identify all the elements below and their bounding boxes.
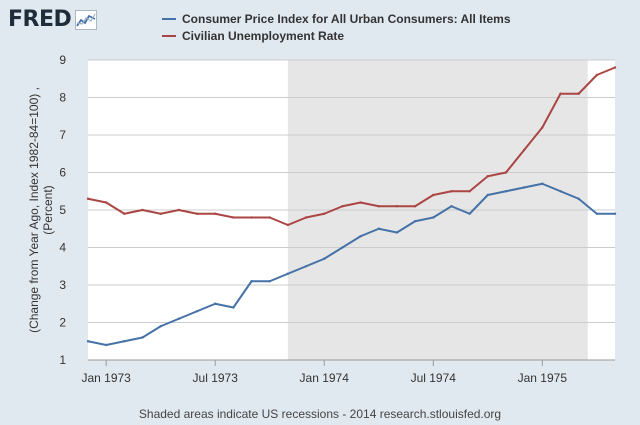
data-point-unemployment: [250, 216, 253, 219]
data-point-unemployment: [86, 197, 90, 200]
data-point-unemployment: [123, 212, 126, 215]
data-point-unemployment: [104, 201, 108, 204]
y-tick-label: 2: [59, 316, 66, 330]
data-point-cpi: [268, 280, 271, 283]
data-point-cpi: [468, 212, 471, 215]
x-tick-label: Jan 1974: [300, 371, 350, 385]
y-tick-label: 9: [59, 53, 66, 67]
data-point-cpi: [541, 182, 544, 185]
legend-item-unemployment[interactable]: Civilian Unemployment Rate: [162, 27, 511, 44]
data-point-cpi: [286, 272, 290, 275]
data-point-cpi: [177, 317, 181, 320]
y-tick-label: 3: [59, 278, 66, 292]
data-point-unemployment: [450, 190, 453, 193]
data-point-cpi: [123, 340, 126, 343]
fred-logo-text: FRED: [8, 7, 72, 32]
y-tick-label: 4: [59, 241, 66, 255]
data-point-cpi: [577, 197, 580, 200]
data-point-unemployment: [341, 205, 344, 208]
legend-swatch-cpi: [162, 17, 176, 20]
data-point-unemployment: [577, 92, 580, 95]
data-point-cpi: [341, 246, 344, 249]
y-tick-label: 6: [59, 166, 66, 180]
x-tick-label: Jul 1974: [411, 371, 457, 385]
legend-label-cpi: Consumer Price Index for All Urban Consu…: [182, 11, 511, 26]
data-point-unemployment: [268, 216, 271, 219]
series-line-unemployment: [87, 66, 616, 226]
y-tick-label: 7: [59, 128, 66, 142]
footer-note: Shaded areas indicate US recessions - 20…: [138, 407, 502, 421]
fred-logo[interactable]: FRED: [8, 7, 98, 32]
data-point-cpi: [304, 265, 308, 268]
legend-label-unemployment: Civilian Unemployment Rate: [182, 28, 345, 43]
data-point-cpi: [359, 235, 362, 238]
data-point-unemployment: [541, 126, 544, 129]
y-axis-title-line: (Change from Year Ago, Index 1982-84=100…: [27, 87, 41, 333]
y-tick-label: 5: [59, 203, 66, 217]
data-point-cpi: [504, 190, 508, 193]
data-point-cpi: [522, 186, 526, 189]
data-point-unemployment: [304, 216, 308, 219]
data-point-unemployment: [395, 205, 399, 208]
y-tick-label: 8: [59, 91, 66, 105]
data-point-unemployment: [141, 208, 144, 212]
data-point-cpi: [395, 231, 399, 234]
data-point-unemployment: [504, 171, 508, 174]
data-point-cpi: [450, 205, 453, 208]
data-point-cpi: [141, 336, 144, 339]
data-point-unemployment: [177, 208, 181, 212]
data-point-cpi: [377, 227, 380, 230]
data-point-unemployment: [613, 66, 617, 69]
data-point-unemployment: [559, 92, 562, 95]
chart-legend: Consumer Price Index for All Urban Consu…: [162, 10, 511, 44]
line-chart-badge-icon: [75, 9, 98, 30]
data-point-unemployment: [214, 212, 217, 215]
data-point-cpi: [413, 220, 417, 223]
data-point-cpi: [432, 216, 435, 219]
data-point-cpi: [195, 310, 199, 313]
x-tick-label: Jul 1973: [193, 371, 239, 385]
data-point-unemployment: [468, 190, 471, 193]
x-tick-label: Jan 1973: [81, 371, 131, 385]
data-point-cpi: [232, 306, 235, 309]
data-point-cpi: [613, 212, 617, 215]
x-tick-label: Jan 1975: [518, 371, 568, 385]
data-point-cpi: [250, 280, 253, 283]
y-axis-title-line: (Percent): [41, 185, 55, 234]
data-point-cpi: [595, 212, 599, 215]
y-tick-label: 1: [59, 353, 66, 367]
data-point-cpi: [104, 343, 108, 347]
data-point-cpi: [86, 340, 90, 343]
data-point-cpi: [214, 302, 217, 305]
data-point-unemployment: [195, 212, 199, 215]
data-point-unemployment: [323, 212, 326, 215]
data-point-unemployment: [595, 73, 599, 77]
legend-item-cpi[interactable]: Consumer Price Index for All Urban Consu…: [162, 10, 511, 27]
data-point-unemployment: [159, 212, 162, 215]
data-point-unemployment: [432, 193, 435, 197]
data-point-unemployment: [413, 205, 417, 208]
data-point-unemployment: [377, 205, 380, 208]
data-point-unemployment: [486, 175, 489, 178]
data-point-cpi: [486, 193, 489, 197]
data-point-unemployment: [522, 148, 526, 152]
data-point-cpi: [323, 257, 326, 260]
data-point-cpi: [559, 190, 562, 193]
data-point-cpi: [159, 325, 162, 328]
data-point-unemployment: [286, 223, 290, 227]
data-point-unemployment: [232, 216, 235, 219]
data-point-unemployment: [359, 201, 362, 204]
legend-swatch-unemployment: [162, 34, 176, 37]
series-line-cpi: [87, 182, 615, 346]
